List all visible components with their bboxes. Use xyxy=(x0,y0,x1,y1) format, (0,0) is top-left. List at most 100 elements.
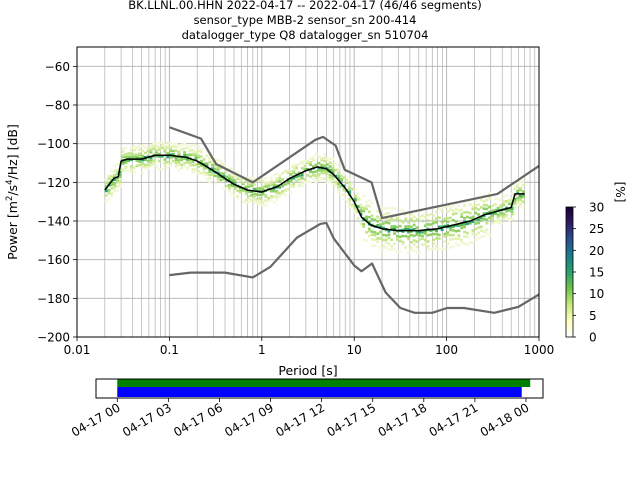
pdf-cell xyxy=(261,187,265,191)
pdf-cell xyxy=(463,235,466,238)
low-noise-model-line xyxy=(169,221,539,314)
pdf-cell xyxy=(376,219,380,223)
pdf-cell xyxy=(222,164,226,168)
coverage-tick-label: 04-17 18 xyxy=(376,400,430,439)
pdf-cell xyxy=(379,204,382,208)
pdf-cell xyxy=(258,197,262,200)
pdf-cell xyxy=(155,164,158,168)
pdf-cell xyxy=(440,209,444,213)
pdf-cell xyxy=(404,234,408,238)
pdf-cell xyxy=(370,230,374,233)
pdf-cell xyxy=(468,221,472,225)
pdf-cell xyxy=(485,228,489,232)
pdf-cell xyxy=(502,202,506,206)
coverage-tick-label: 04-17 03 xyxy=(120,400,174,439)
pdf-cell xyxy=(132,170,136,174)
pdf-cell xyxy=(491,209,494,213)
pdf-cell xyxy=(384,246,388,249)
pdf-cell xyxy=(292,169,296,173)
pdf-cell xyxy=(236,185,240,189)
pdf-cell xyxy=(241,181,245,185)
pdf-cell xyxy=(292,163,296,167)
pdf-cell xyxy=(435,221,438,224)
pdf-cell xyxy=(219,172,223,175)
pdf-cell xyxy=(169,162,172,165)
pdf-cell xyxy=(451,213,455,216)
pdf-cell xyxy=(325,171,329,175)
pdf-cell xyxy=(351,204,354,208)
pdf-cell xyxy=(306,180,310,183)
pdf-cell xyxy=(348,205,352,209)
pdf-cell xyxy=(463,225,466,229)
pdf-cell xyxy=(393,224,396,228)
pdf-cell xyxy=(477,226,480,229)
pdf-cell xyxy=(152,144,156,148)
pdf-cell xyxy=(443,234,447,238)
pdf-cell xyxy=(121,170,125,174)
pdf-cell xyxy=(297,184,301,187)
pdf-cell xyxy=(233,185,237,188)
pdf-cell xyxy=(370,238,374,241)
pdf-cell xyxy=(412,215,416,219)
pdf-cell xyxy=(367,234,371,238)
pdf-cell xyxy=(205,154,209,158)
pdf-cell xyxy=(502,199,506,203)
pdf-cell xyxy=(169,147,172,151)
pdf-cell xyxy=(415,218,419,222)
pdf-cell xyxy=(432,214,436,217)
pdf-cell xyxy=(275,177,279,180)
y-tick-label: −140 xyxy=(37,215,70,229)
pdf-cell xyxy=(113,185,117,188)
pdf-cell xyxy=(426,247,430,251)
pdf-cell xyxy=(188,149,192,153)
pdf-cell xyxy=(393,207,396,210)
pdf-cell xyxy=(163,162,167,165)
pdf-cell xyxy=(141,149,145,153)
pdf-cell xyxy=(197,154,200,158)
pdf-cell xyxy=(348,186,352,189)
pdf-cell xyxy=(135,153,139,157)
pdf-cell xyxy=(208,180,212,184)
pdf-cell xyxy=(225,175,228,179)
pdf-cell xyxy=(437,207,441,211)
pdf-cell xyxy=(244,176,248,179)
pdf-cell xyxy=(138,152,142,156)
pdf-cell xyxy=(297,178,301,181)
pdf-cell xyxy=(337,168,340,172)
pdf-cell xyxy=(440,206,444,210)
pdf-cell xyxy=(449,246,452,249)
pdf-cell xyxy=(157,141,161,145)
pdf-cell xyxy=(152,159,156,162)
pdf-cell xyxy=(435,237,438,240)
pdf-cell xyxy=(443,247,447,251)
pdf-cell xyxy=(367,229,371,233)
pdf-cell xyxy=(457,234,461,237)
pdf-cell xyxy=(521,184,525,187)
pdf-cell xyxy=(289,165,293,168)
pdf-cell xyxy=(432,219,436,223)
pdf-cell xyxy=(116,180,119,184)
pdf-cell xyxy=(124,170,128,173)
pdf-cell xyxy=(460,212,464,216)
pdf-cell xyxy=(311,178,315,181)
pdf-cell xyxy=(110,187,114,190)
pdf-cell xyxy=(443,240,447,243)
pdf-cell xyxy=(334,184,338,188)
pdf-cell xyxy=(521,179,525,183)
pdf-cell xyxy=(297,171,301,175)
pdf-cell xyxy=(278,195,282,198)
pdf-cell xyxy=(213,182,217,185)
pdf-cell xyxy=(320,165,324,169)
pdf-cell xyxy=(471,240,475,244)
pdf-cell xyxy=(309,161,312,164)
pdf-cell xyxy=(379,237,382,240)
pdf-cell xyxy=(370,214,374,217)
pdf-cell xyxy=(138,160,142,163)
pdf-cell xyxy=(113,189,117,193)
pdf-cell xyxy=(177,159,181,162)
pdf-cell xyxy=(325,181,329,185)
pdf-cell xyxy=(390,244,394,248)
pdf-cell xyxy=(468,241,472,244)
pdf-cell xyxy=(174,161,178,164)
pdf-cell xyxy=(362,238,366,242)
